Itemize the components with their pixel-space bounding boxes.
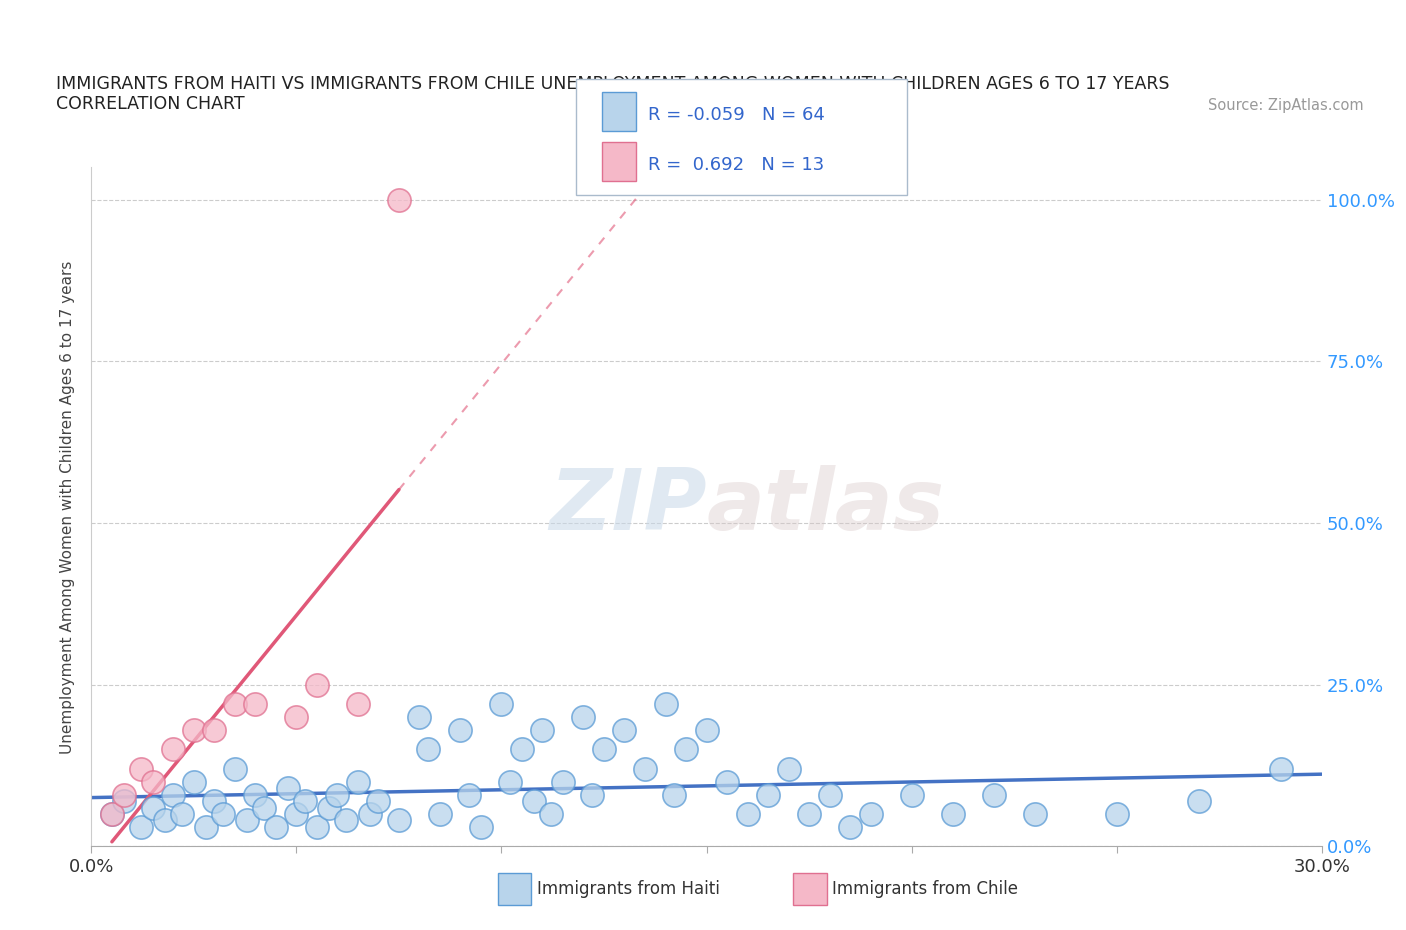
Point [224, 697, 246, 711]
Point [983, 787, 1005, 802]
Point [170, 806, 193, 821]
Point [183, 774, 205, 789]
Text: ZIP: ZIP [548, 465, 706, 549]
Point [162, 787, 184, 802]
Point [634, 762, 657, 777]
Point [572, 710, 595, 724]
Point [675, 742, 697, 757]
Point [416, 742, 439, 757]
Point [285, 710, 308, 724]
Point [153, 813, 177, 828]
Point [245, 787, 267, 802]
Point [326, 787, 349, 802]
Text: R =  0.692   N = 13: R = 0.692 N = 13 [648, 156, 824, 174]
Point [101, 806, 124, 821]
Point [101, 806, 124, 821]
Point [202, 723, 225, 737]
Point [593, 742, 616, 757]
Text: Immigrants from Chile: Immigrants from Chile [832, 880, 1018, 898]
Point [1105, 806, 1128, 821]
Point [335, 813, 357, 828]
Point [942, 806, 965, 821]
Point [183, 723, 205, 737]
Point [1187, 793, 1209, 808]
Point [613, 723, 636, 737]
Point [737, 806, 759, 821]
Point [654, 697, 676, 711]
Point [797, 806, 820, 821]
Point [1024, 806, 1046, 821]
Y-axis label: Unemployment Among Women with Children Ages 6 to 17 years: Unemployment Among Women with Children A… [60, 260, 76, 753]
Point [211, 806, 233, 821]
Point [756, 787, 779, 802]
Point [695, 723, 717, 737]
Point [224, 762, 246, 777]
Point [264, 819, 287, 834]
Point [531, 723, 554, 737]
Point [277, 780, 299, 795]
Text: R = -0.059   N = 64: R = -0.059 N = 64 [648, 106, 825, 124]
Text: Immigrants from Haiti: Immigrants from Haiti [537, 880, 720, 898]
Point [195, 819, 218, 834]
Point [498, 774, 520, 789]
Text: CORRELATION CHART: CORRELATION CHART [56, 96, 245, 113]
Point [129, 819, 152, 834]
Point [359, 806, 381, 821]
Point [245, 697, 267, 711]
Point [540, 806, 562, 821]
Point [142, 800, 165, 815]
Point [112, 793, 135, 808]
Point [388, 813, 411, 828]
Point [900, 787, 922, 802]
Point [859, 806, 882, 821]
Point [523, 793, 546, 808]
Point [305, 819, 328, 834]
Point [236, 813, 259, 828]
Text: atlas: atlas [706, 465, 945, 549]
Point [294, 793, 316, 808]
Point [305, 677, 328, 692]
Point [129, 762, 152, 777]
Point [318, 800, 340, 815]
Point [429, 806, 451, 821]
Point [388, 193, 411, 207]
Point [510, 742, 533, 757]
Point [778, 762, 800, 777]
Point [347, 774, 370, 789]
Point [449, 723, 471, 737]
Point [142, 774, 165, 789]
Point [285, 806, 308, 821]
Text: Source: ZipAtlas.com: Source: ZipAtlas.com [1208, 99, 1364, 113]
Point [818, 787, 841, 802]
Point [470, 819, 492, 834]
Point [162, 742, 184, 757]
Point [367, 793, 389, 808]
Text: IMMIGRANTS FROM HAITI VS IMMIGRANTS FROM CHILE UNEMPLOYMENT AMONG WOMEN WITH CHI: IMMIGRANTS FROM HAITI VS IMMIGRANTS FROM… [56, 75, 1170, 93]
Point [581, 787, 603, 802]
Point [457, 787, 479, 802]
Point [551, 774, 574, 789]
Point [253, 800, 276, 815]
Point [112, 787, 135, 802]
Point [202, 793, 225, 808]
Point [662, 787, 685, 802]
Point [1270, 762, 1292, 777]
Point [347, 697, 370, 711]
Point [716, 774, 738, 789]
Point [408, 710, 430, 724]
Point [491, 697, 513, 711]
Point [839, 819, 862, 834]
